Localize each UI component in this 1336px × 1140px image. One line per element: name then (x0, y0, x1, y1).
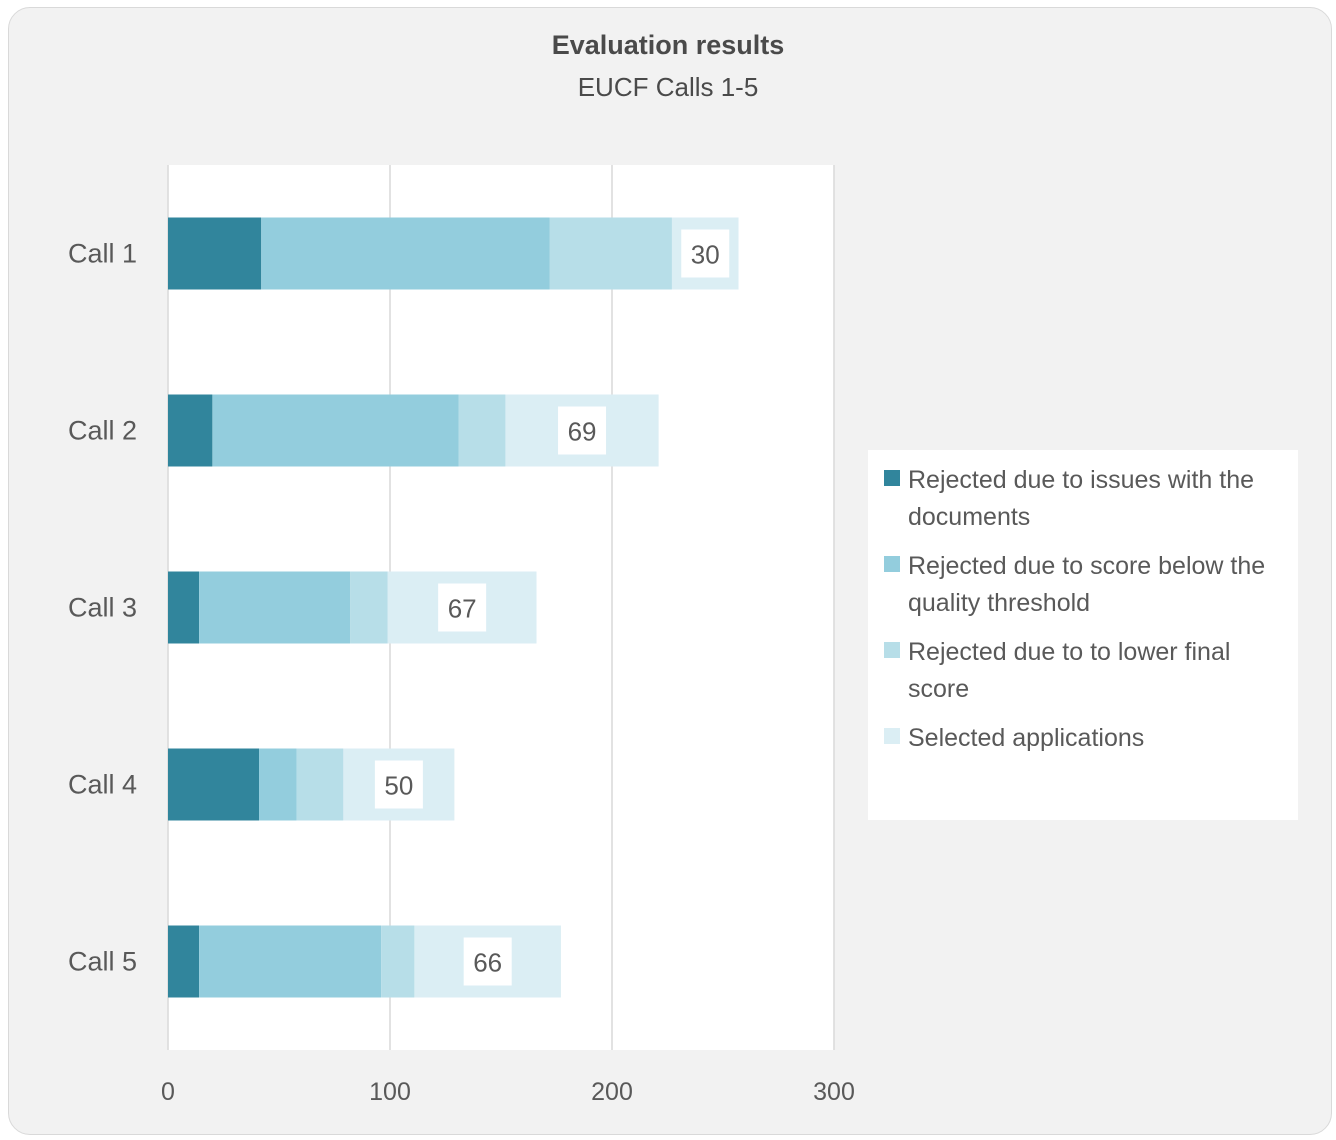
legend-swatch (884, 642, 900, 658)
x-tick-label: 200 (591, 1078, 633, 1106)
data-label-box (374, 760, 423, 809)
bar-segment (296, 748, 344, 821)
category-label: Call 1 (68, 239, 137, 269)
bar-segment (168, 748, 260, 821)
x-tick-label: 100 (369, 1078, 411, 1106)
bar-segment (458, 394, 506, 467)
data-label: 67 (448, 594, 477, 624)
bar-segment (199, 571, 351, 644)
bar-segment (259, 748, 297, 821)
legend-item: Rejected due to to lower final score (884, 634, 1298, 708)
legend-swatch (884, 556, 900, 572)
legend-item: Selected applications (884, 720, 1298, 757)
bar-segment (168, 571, 200, 644)
x-tick-label: 0 (161, 1078, 175, 1106)
legend-label: Rejected due to score below the quality … (908, 552, 1266, 617)
data-label: 69 (568, 417, 597, 447)
bar-segment (350, 571, 388, 644)
data-label: 30 (691, 240, 720, 270)
bar-segment (199, 925, 382, 998)
legend-item: Rejected due to score below the quality … (884, 548, 1298, 622)
category-label: Call 5 (68, 947, 137, 977)
data-label-box (558, 406, 607, 455)
category-label: Call 3 (68, 593, 137, 623)
legend-label: Rejected due to to lower final score (908, 638, 1231, 703)
chart-subtitle: EUCF Calls 1-5 (577, 72, 759, 102)
bar-segment (381, 925, 415, 998)
bar-segment (168, 394, 213, 467)
chart-title: Evaluation results (551, 30, 785, 60)
data-label-box (681, 229, 730, 278)
legend-label: Rejected due to issues with the document… (908, 466, 1255, 531)
data-label: 66 (473, 948, 502, 978)
bar-segment (261, 217, 550, 290)
bar-segment (168, 217, 262, 290)
legend-item: Rejected due to issues with the document… (884, 462, 1298, 536)
data-label: 50 (384, 771, 413, 801)
legend-swatch (884, 470, 900, 486)
category-label: Call 4 (68, 770, 137, 800)
data-label-box (463, 937, 512, 986)
category-label: Call 2 (68, 416, 137, 446)
bar-segment (212, 394, 459, 467)
data-label-box (438, 583, 487, 632)
bar-segment (549, 217, 672, 290)
chart-legend: Rejected due to issues with the document… (868, 450, 1298, 820)
bar-segment (168, 925, 200, 998)
legend-label: Selected applications (908, 724, 1145, 752)
legend-swatch (884, 728, 900, 744)
x-tick-label: 300 (813, 1078, 855, 1106)
